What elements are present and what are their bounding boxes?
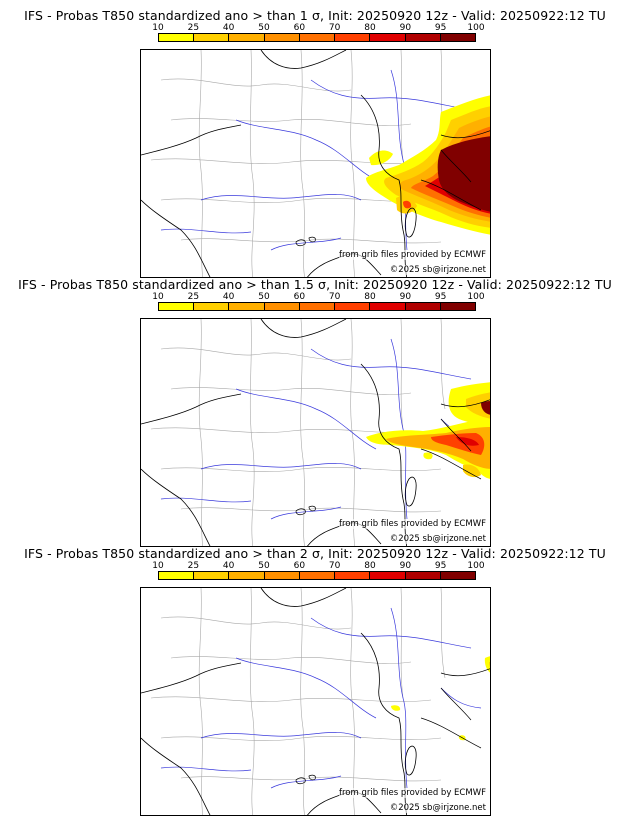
colorbar-tick-label: 100 <box>467 292 485 302</box>
coastlines-borders <box>404 476 417 507</box>
colorbar-segment <box>229 303 265 310</box>
colorbar-tick-label: 90 <box>399 23 412 33</box>
probability-field <box>366 95 490 235</box>
colorbar-tick-label: 50 <box>258 23 270 33</box>
source-credit: from grib files provided by ECMWF <box>339 788 486 798</box>
colorbar-segment <box>264 303 300 310</box>
colorbar-segment <box>335 303 371 310</box>
colorbar-tick-label: 95 <box>434 23 447 33</box>
colorbar-tick-label: 25 <box>187 23 200 33</box>
copyright: ©2025 sb@irjzone.net <box>389 803 486 813</box>
admin-boundaries <box>150 50 446 277</box>
colorbar-segment <box>299 34 336 41</box>
colorbar-tick-label: 10 <box>152 23 164 33</box>
colorbar-tick-label: 95 <box>434 292 447 302</box>
colorbar-segment <box>194 303 230 310</box>
colorbar-tick-label: 25 <box>187 561 200 571</box>
colorbar-tick-label: 60 <box>293 561 306 571</box>
colorbar-segment <box>440 303 475 310</box>
rivers <box>160 607 482 789</box>
copyright: ©2025 sb@irjzone.net <box>389 265 486 275</box>
panel-3: IFS - Probas T850 standardized ano > tha… <box>0 546 630 816</box>
colorbar-segment <box>440 572 475 579</box>
colorbar-segment <box>229 572 265 579</box>
colorbar-labels: 10 25 40 50 60 70 80 90 95 100 <box>152 23 484 34</box>
colorbar-segment <box>159 34 195 41</box>
colorbar-segment <box>264 572 300 579</box>
coastlines-borders <box>404 207 417 238</box>
coastlines-borders <box>295 774 316 785</box>
probability-field <box>366 382 490 479</box>
colorbar-tick-label: 40 <box>222 23 235 33</box>
colorbar-segment <box>370 572 406 579</box>
panel-title: IFS - Probas T850 standardized ano > tha… <box>24 546 606 561</box>
admin-boundaries <box>150 319 446 546</box>
colorbar-segment <box>405 572 441 579</box>
colorbar-segment <box>299 303 336 310</box>
colorbar-tick-label: 25 <box>187 292 200 302</box>
colorbar-tick-label: 70 <box>328 292 341 302</box>
colorbar-tick-label: 50 <box>258 561 270 571</box>
colorbar-segment <box>229 34 265 41</box>
map-canvas <box>141 319 490 546</box>
colorbar-segment <box>159 303 195 310</box>
panel-title: IFS - Probas T850 standardized ano > tha… <box>18 277 612 292</box>
colorbar-tick-label: 70 <box>328 23 341 33</box>
colorbar <box>158 571 476 580</box>
copyright: ©2025 sb@irjzone.net <box>389 534 486 544</box>
colorbar-tick-label: 80 <box>364 561 376 571</box>
colorbar-tick-label: 60 <box>293 292 306 302</box>
colorbar-tick-label: 90 <box>399 292 412 302</box>
probability-map: from grib files provided by ECMWF ©2025 … <box>140 587 491 816</box>
colorbar-tick-label: 60 <box>293 23 306 33</box>
colorbar <box>158 302 476 311</box>
colorbar-segment <box>440 34 475 41</box>
colorbar-tick-label: 70 <box>328 561 341 571</box>
colorbar-tick-label: 10 <box>152 561 164 571</box>
colorbar-tick-label: 90 <box>399 561 412 571</box>
colorbar-tick-label: 50 <box>258 292 270 302</box>
panel-2: IFS - Probas T850 standardized ano > tha… <box>0 277 630 547</box>
colorbar-tick-label: 40 <box>222 561 235 571</box>
rivers <box>160 69 482 251</box>
colorbar-segment <box>264 34 300 41</box>
colorbar-segment <box>335 34 371 41</box>
admin-boundaries <box>150 588 446 815</box>
colorbar-segment <box>370 303 406 310</box>
coastlines-borders <box>404 745 417 776</box>
colorbar-segment <box>194 34 230 41</box>
coastlines-borders <box>295 236 316 247</box>
coastlines-borders <box>295 505 316 516</box>
colorbar-tick-label: 100 <box>467 23 485 33</box>
probability-map: from grib files provided by ECMWF ©2025 … <box>140 318 491 547</box>
colorbar-tick-label: 80 <box>364 292 376 302</box>
source-credit: from grib files provided by ECMWF <box>339 519 486 529</box>
map-canvas <box>141 50 490 277</box>
source-credit: from grib files provided by ECMWF <box>339 250 486 260</box>
colorbar-tick-label: 95 <box>434 561 447 571</box>
panel-title: IFS - Probas T850 standardized ano > tha… <box>24 8 606 23</box>
colorbar <box>158 33 476 42</box>
alps-border <box>420 418 482 480</box>
colorbar-segment <box>194 572 230 579</box>
map-canvas <box>141 588 490 815</box>
colorbar-segment <box>405 303 441 310</box>
colorbar-segment <box>335 572 371 579</box>
alps-border <box>420 687 482 749</box>
panel-1: IFS - Probas T850 standardized ano > tha… <box>0 8 630 278</box>
coastlines-borders <box>141 588 490 815</box>
colorbar-tick-label: 10 <box>152 292 164 302</box>
colorbar-tick-label: 40 <box>222 292 235 302</box>
colorbar-labels: 10 25 40 50 60 70 80 90 95 100 <box>152 561 484 572</box>
colorbar-tick-label: 80 <box>364 23 376 33</box>
colorbar-segment <box>405 34 441 41</box>
colorbar-labels: 10 25 40 50 60 70 80 90 95 100 <box>152 292 484 303</box>
probability-map: from grib files provided by ECMWF ©2025 … <box>140 49 491 278</box>
colorbar-tick-label: 100 <box>467 561 485 571</box>
rivers <box>160 338 482 520</box>
colorbar-segment <box>159 572 195 579</box>
alps-border <box>420 149 482 211</box>
colorbar-segment <box>370 34 406 41</box>
colorbar-segment <box>299 572 336 579</box>
